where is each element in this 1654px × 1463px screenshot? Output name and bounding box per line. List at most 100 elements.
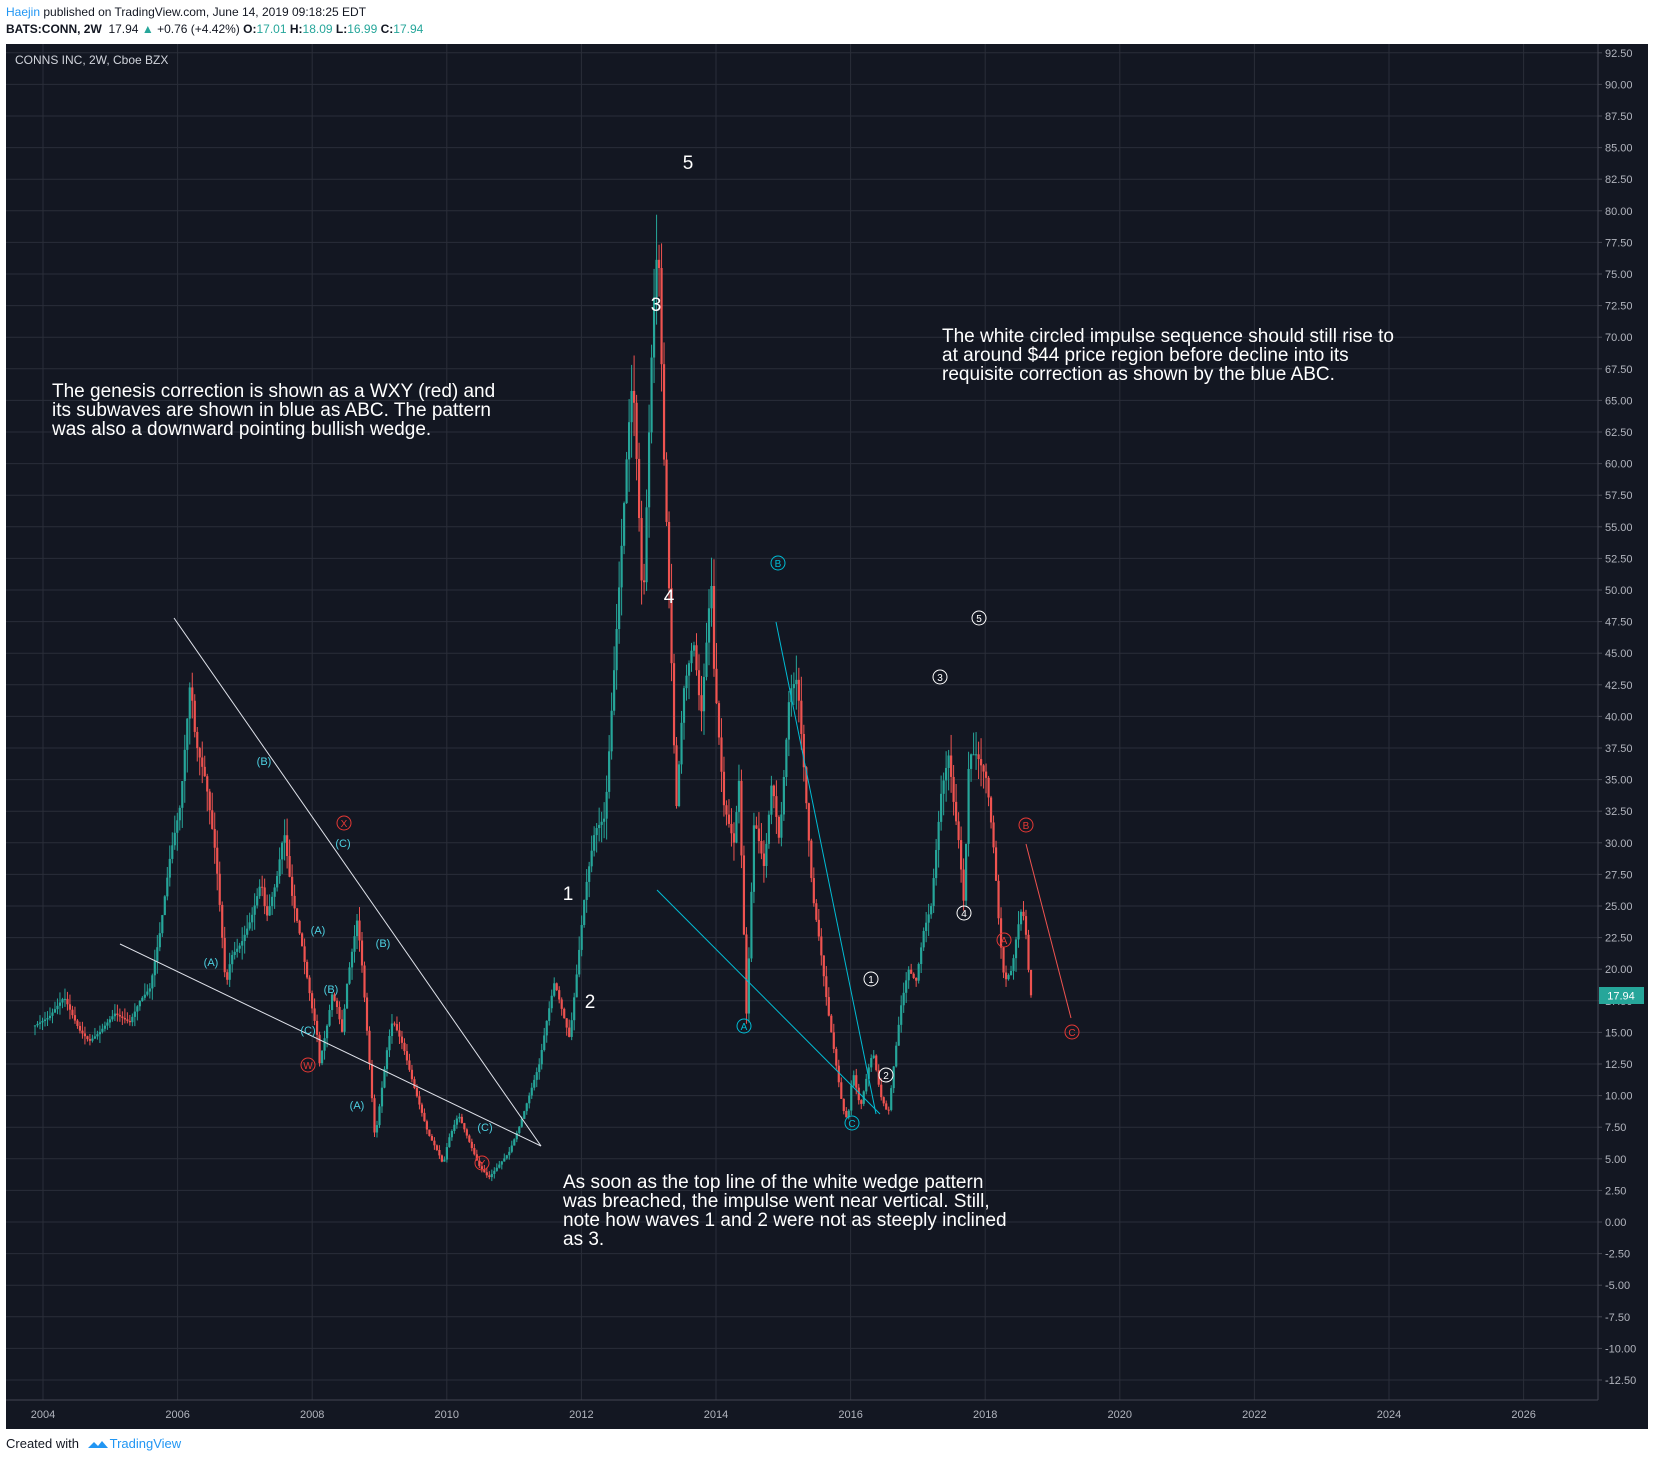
wave-circle-marker — [736, 1018, 752, 1034]
candle-body — [979, 759, 983, 766]
candle-body — [740, 780, 743, 856]
candle-body — [88, 1039, 92, 1041]
candle-body — [900, 1005, 903, 1025]
candle-body — [727, 814, 731, 824]
candle-body — [148, 988, 151, 992]
candle-body — [231, 954, 234, 965]
candle-body — [917, 964, 920, 981]
candle-body — [757, 828, 761, 842]
y-tick-label: -5.00 — [1605, 1280, 1630, 1292]
candle-body — [345, 983, 349, 1009]
candle-body — [750, 891, 753, 959]
x-tick-label: 2022 — [1242, 1409, 1266, 1421]
price-axis[interactable]: 92.50 90.00 87.50 85.00 82.50 80.00 77.50 75.00… — [1597, 44, 1648, 1400]
candle-body — [378, 1106, 381, 1126]
candle-body — [428, 1129, 431, 1136]
candle-body — [940, 793, 943, 822]
candle-body — [570, 1020, 573, 1037]
candle-body — [792, 684, 795, 689]
candle-body — [213, 828, 216, 848]
author-link[interactable]: Haejin — [6, 5, 41, 19]
wedge-top-line — [173, 617, 542, 1147]
candle-body — [348, 967, 351, 984]
tradingview-brand-link[interactable]: TradingView — [109, 1436, 182, 1451]
x-tick-label: 2004 — [31, 1409, 55, 1421]
candle-body — [742, 855, 746, 935]
wave-label: C — [848, 1119, 855, 1130]
wave-label: Y — [479, 1159, 486, 1170]
y-tick-label: 5.00 — [1605, 1154, 1626, 1166]
candle-body — [380, 1087, 384, 1107]
candle-body — [520, 1118, 523, 1127]
candle-body — [1009, 970, 1013, 976]
annotation-text-line: The genesis correction is shown as a WXY… — [52, 381, 495, 402]
candle-body — [131, 1016, 134, 1023]
candle-body — [652, 297, 656, 358]
candle-body — [445, 1147, 448, 1160]
candle-body — [787, 702, 790, 740]
time-axis[interactable]: 2004 2006 2008 2010 2012 2014 2016 2018 2020 2022… — [6, 1399, 1598, 1429]
candle-body — [785, 739, 788, 778]
candle-body — [58, 1002, 62, 1006]
candle-body — [450, 1130, 453, 1138]
candle-body — [56, 1005, 59, 1010]
candle-body — [573, 997, 576, 1021]
candle-body — [915, 977, 918, 981]
candle-body — [196, 731, 199, 749]
candle-body — [338, 1006, 341, 1020]
y-tick-label: 52.50 — [1605, 553, 1633, 565]
candle-body — [473, 1148, 476, 1155]
candle-body — [837, 1065, 840, 1083]
candle-body — [98, 1031, 102, 1035]
candle-body — [662, 364, 666, 460]
candle-body — [488, 1175, 491, 1178]
candle-body — [912, 973, 915, 978]
wave-label: 1 — [868, 975, 874, 986]
candle-body — [852, 1075, 855, 1086]
candle-body — [590, 850, 593, 867]
candle-body — [977, 754, 980, 760]
candle-body — [238, 945, 241, 949]
candle-body — [548, 1008, 551, 1021]
publish-info: Haejin published on TradingView.com, Jun… — [6, 5, 366, 19]
candle-body — [41, 1020, 44, 1023]
candle-body — [305, 961, 309, 978]
candle-body — [832, 1032, 835, 1049]
annotation-text-line: as 3. — [563, 1229, 604, 1250]
candle-body — [994, 847, 998, 881]
y-tick-label: 82.50 — [1605, 174, 1633, 186]
candle-body — [670, 588, 673, 664]
wedge-bottom-line — [119, 943, 542, 1147]
candle-body — [81, 1030, 84, 1034]
candle-body — [530, 1087, 533, 1096]
candle-body — [478, 1160, 481, 1166]
time-axis-panel — [6, 1400, 1598, 1429]
y-tick-label: -10.00 — [1605, 1343, 1636, 1355]
candle-body — [817, 919, 820, 937]
candle-body — [246, 928, 249, 935]
candle-body — [308, 977, 311, 994]
cyan-wedge-bottom-line — [656, 889, 881, 1115]
wave-label: A — [741, 1022, 748, 1033]
candle-body — [802, 733, 805, 768]
candle-body — [523, 1111, 526, 1119]
annotation-text-line: was breached, the impulse went near vert… — [562, 1191, 990, 1212]
candle-body — [533, 1079, 536, 1088]
candle-body — [73, 1015, 77, 1021]
candle-body — [423, 1112, 426, 1122]
candle-body — [972, 754, 975, 756]
candle-body — [945, 767, 948, 781]
candle-body — [984, 771, 988, 778]
y-tick-label: 2.50 — [1605, 1185, 1626, 1197]
y-tick-label: -7.50 — [1605, 1312, 1630, 1324]
candle-body — [613, 670, 616, 711]
candle-body — [485, 1172, 488, 1176]
projection-line — [1025, 843, 1072, 1019]
wave-label: A — [1001, 936, 1008, 947]
candle-body — [1022, 911, 1025, 917]
candle-body — [375, 1125, 379, 1133]
wave-label: 2 — [883, 1071, 889, 1082]
candle-body — [465, 1129, 468, 1136]
candle-body — [48, 1015, 52, 1019]
